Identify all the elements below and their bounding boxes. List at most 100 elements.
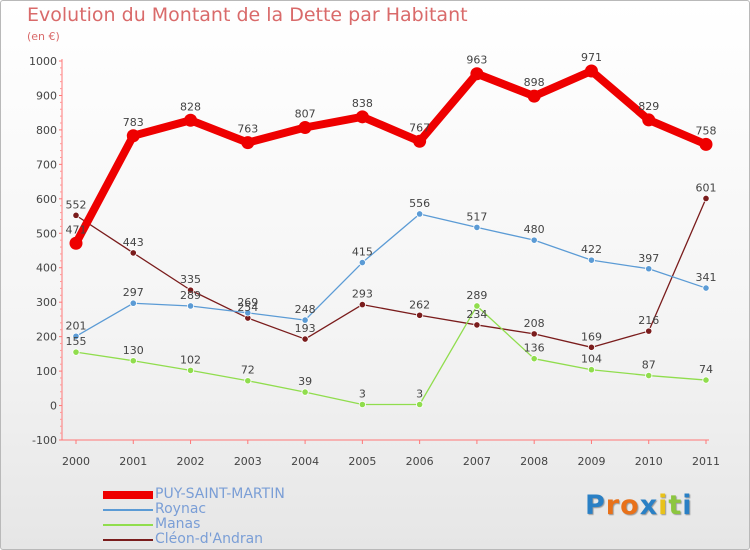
data-point-puy-saint-martin <box>527 89 541 103</box>
data-label-cl-on-d-andran: 601 <box>696 181 717 194</box>
data-point-roynac <box>244 309 252 317</box>
data-point-puy-saint-martin <box>413 134 427 148</box>
x-tick-label: 2002 <box>177 455 205 468</box>
y-tick-label: 1000 <box>29 55 57 68</box>
data-point-manas <box>129 357 137 365</box>
data-label-manas: 74 <box>699 363 713 376</box>
data-point-manas <box>530 355 538 363</box>
x-tick-label: 2006 <box>406 455 434 468</box>
logo-letter: r <box>605 490 621 521</box>
data-point-puy-saint-martin <box>699 137 713 151</box>
data-point-puy-saint-martin <box>298 120 312 134</box>
data-label-roynac: 556 <box>409 197 430 210</box>
data-label-roynac: 415 <box>352 246 373 259</box>
x-tick-label: 2009 <box>577 455 605 468</box>
x-tick-label: 2008 <box>520 455 548 468</box>
x-tick-label: 2004 <box>291 455 319 468</box>
data-point-roynac <box>702 284 710 292</box>
data-point-cl-on-d-andran <box>301 335 309 343</box>
data-point-manas <box>473 302 481 310</box>
data-label-manas: 3 <box>359 388 366 401</box>
data-point-cl-on-d-andran <box>186 286 195 294</box>
data-point-cl-on-d-andran <box>645 327 653 335</box>
data-point-roynac <box>645 265 653 273</box>
data-point-puy-saint-martin <box>126 129 140 143</box>
data-label-cl-on-d-andran: 254 <box>237 301 258 314</box>
data-label-puy-saint-martin: 763 <box>237 123 258 136</box>
legend-label-manas: Manas <box>155 516 201 532</box>
data-label-roynac: 297 <box>123 286 144 299</box>
data-label-puy-saint-martin: 471 <box>66 223 87 236</box>
data-label-cl-on-d-andran: 208 <box>524 317 545 330</box>
y-tick-label: 600 <box>36 193 57 206</box>
y-tick-label: 800 <box>36 124 57 137</box>
data-label-puy-saint-martin: 828 <box>180 100 201 113</box>
y-tick-label: 0 <box>50 400 57 413</box>
y-tick-label: 700 <box>36 158 57 171</box>
series-line-manas <box>75 305 707 406</box>
series-line-cl-on-d-andran <box>75 197 707 348</box>
data-point-puy-saint-martin <box>69 236 83 250</box>
y-tick-label: 900 <box>36 89 57 102</box>
x-tick-label: 2007 <box>463 455 491 468</box>
data-label-roynac: 517 <box>466 210 487 223</box>
data-label-manas: 104 <box>581 353 602 366</box>
data-label-puy-saint-martin: 971 <box>581 51 602 64</box>
legend-label-roynac: Roynac <box>155 501 207 517</box>
data-label-cl-on-d-andran: 335 <box>180 273 201 286</box>
logo-letter: P <box>585 490 606 521</box>
data-label-puy-saint-martin: 963 <box>466 54 487 67</box>
data-label-manas: 102 <box>180 353 201 366</box>
data-label-manas: 72 <box>241 364 255 377</box>
y-tick-label: 400 <box>36 262 57 275</box>
data-labels-layer: 552 443 335 254 193 293 262 234 208 169 216 601 155 1… <box>66 51 717 401</box>
data-point-manas <box>358 400 366 409</box>
data-point-manas <box>587 366 596 374</box>
data-point-puy-saint-martin <box>355 110 369 124</box>
data-point-puy-saint-martin <box>470 67 484 81</box>
data-point-roynac <box>530 236 538 244</box>
data-point-puy-saint-martin <box>642 113 656 127</box>
data-label-cl-on-d-andran: 262 <box>409 298 430 311</box>
series-layer <box>69 64 713 409</box>
data-label-roynac: 269 <box>237 296 258 309</box>
data-label-manas: 130 <box>123 344 144 357</box>
legend-swatch-cleon-d-andran <box>103 538 153 541</box>
x-tick-label: 2011 <box>692 455 720 468</box>
data-point-cl-on-d-andran <box>530 330 538 338</box>
data-point-roynac <box>473 223 481 232</box>
data-label-puy-saint-martin: 807 <box>295 107 316 120</box>
data-label-manas: 136 <box>524 342 545 355</box>
x-tick-label: 2005 <box>348 455 376 468</box>
x-tick-label: 2001 <box>119 455 147 468</box>
data-point-roynac <box>72 332 80 340</box>
y-tick-label: 200 <box>36 331 57 344</box>
data-point-manas <box>186 366 195 375</box>
legend-swatch-roynac <box>103 508 153 511</box>
data-point-roynac <box>129 299 137 307</box>
data-label-roynac: 289 <box>180 289 201 302</box>
data-point-manas <box>645 371 653 380</box>
data-point-roynac <box>587 256 596 264</box>
data-point-cl-on-d-andran <box>72 211 80 219</box>
logo-letter: i <box>658 490 669 521</box>
data-label-cl-on-d-andran: 443 <box>123 236 144 249</box>
data-label-manas: 39 <box>298 375 312 388</box>
chart-title: Evolution du Montant de la Dette par Hab… <box>27 4 468 26</box>
y-tick-label: 300 <box>36 296 57 309</box>
data-label-cl-on-d-andran: 234 <box>466 308 487 321</box>
legend-label-puy-saint-martin: PUY-SAINT-MARTIN <box>155 486 285 502</box>
legend-label-cleon-d-andran: Cléon-d'Andran <box>155 531 264 547</box>
data-point-roynac <box>186 302 195 310</box>
logo-letter: t <box>668 490 683 521</box>
data-label-puy-saint-martin: 767 <box>409 121 430 134</box>
data-label-puy-saint-martin: 838 <box>352 97 373 110</box>
data-point-cl-on-d-andran <box>358 300 366 309</box>
data-point-roynac <box>416 210 424 218</box>
y-tick-label: 500 <box>36 227 57 240</box>
data-point-puy-saint-martin <box>584 64 598 78</box>
data-label-cl-on-d-andran: 552 <box>66 198 87 211</box>
data-point-manas <box>702 376 710 384</box>
data-point-cl-on-d-andran <box>587 343 596 351</box>
